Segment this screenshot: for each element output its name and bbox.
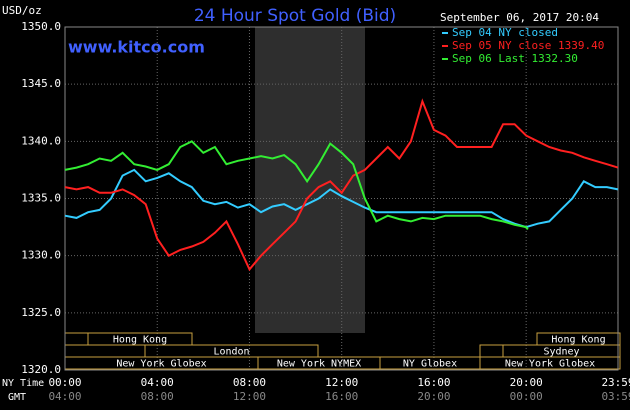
x2-tick-label: 08:00 [141,390,174,403]
y-tick-label: 1320.0 [21,363,61,376]
x2-tick-label: 20:00 [417,390,450,403]
nymex-shade [255,27,365,333]
x-axis-label: NY Time [2,378,44,389]
legend-label: Sep 04 NY closed [452,26,558,39]
x2-tick-label: 12:00 [233,390,266,403]
subtitle: www.kitco.com [68,38,205,57]
series-line [64,98,619,272]
x2-tick-label: 00:00 [510,390,543,403]
y-tick-label: 1340.0 [21,134,61,147]
session-box [536,332,621,346]
x-tick-label: 23:59 [601,376,630,389]
session-label: Hong Kong [113,335,167,346]
plot-frame [64,26,619,371]
x2-axis-label: GMT [8,392,26,403]
session-label: New York NYMEX [277,359,361,370]
timestamp: September 06, 2017 20:04 [440,11,599,24]
session-label: New York Globex [505,359,595,370]
y-tick-label: 1325.0 [21,306,61,319]
x-tick-label: 20:00 [510,376,543,389]
x-tick-label: 08:00 [233,376,266,389]
session-label: Hong Kong [551,335,605,346]
series-line [64,140,529,230]
y-tick-label: 1350.0 [21,20,61,33]
x-tick-label: 16:00 [417,376,450,389]
session-label: NY Globex [403,359,457,370]
x-tick-label: 00:00 [48,376,81,389]
y-tick-label: 1330.0 [21,249,61,262]
x-tick-label: 04:00 [141,376,174,389]
x2-tick-label: 16:00 [325,390,358,403]
session-label: Sydney [543,347,579,358]
session-label: New York Globex [116,359,206,370]
legend-label: Sep 06 Last 1332.30 [452,52,578,65]
y-tick-label: 1335.0 [21,192,61,205]
x2-tick-label: 03:59 [601,390,630,403]
session-box [87,332,193,346]
x2-tick-label: 04:00 [48,390,81,403]
chart-title: 24 Hour Spot Gold (Bid) [194,6,396,26]
y-tick-label: 1345.0 [21,77,61,90]
x-tick-label: 12:00 [325,376,358,389]
legend-label: Sep 05 NY close 1339.40 [452,39,604,52]
y-axis-label: USD/oz [2,4,42,17]
session-label: London [213,347,249,358]
